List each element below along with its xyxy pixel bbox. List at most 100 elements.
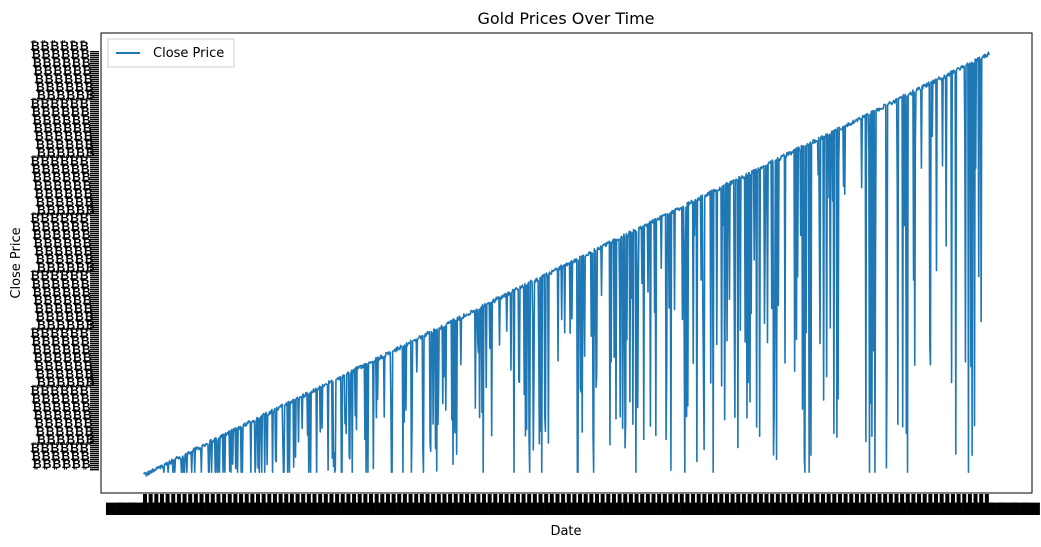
y-tick-mark [90,91,99,93]
y-tick-mark [90,69,99,71]
x-tick-mark [143,494,147,503]
y-tick-mark [90,77,99,79]
y-tick-mark [90,217,99,219]
y-tick-label-clutter: ₿₿₿₿₿₿ [35,367,94,381]
x-tick-mark [832,494,837,503]
y-tick-mark [90,293,99,295]
y-tick-label-clutter: ₿₿₿₿₿₿ [33,236,92,250]
x-tick-mark [798,494,803,503]
y-tick-mark [90,211,99,213]
x-tick-mark [278,494,283,503]
y-tick-mark [90,397,99,399]
x-tick-label-clutter: ▇▇ [162,501,182,515]
y-tick-mark [90,231,99,233]
x-tick-label-clutter: ▇▇ [320,501,340,515]
y-tick-mark [90,65,99,67]
x-tick-mark [448,494,453,503]
x-tick-mark [301,494,306,503]
y-tick-mark [90,189,99,191]
x-tick-mark [939,494,944,503]
y-tick-mark [90,461,99,463]
x-tick-label-clutter: ▇▇ [760,501,780,515]
x-tick-mark [544,494,549,503]
x-tick-label-clutter: ▇▇ [297,501,317,515]
y-tick-mark [90,223,99,225]
x-tick-label-clutter: ▇▇ [546,501,566,515]
y-tick-mark [90,227,99,229]
y-tick-mark [90,313,99,315]
y-tick-mark [90,93,99,95]
y-tick-mark [90,315,99,317]
y-tick-mark [90,365,99,367]
y-tick-mark [90,319,99,321]
x-tick-label-clutter: ▇▇ [489,501,509,515]
y-tick-label-clutter: ₿₿₿₿₿₿ [36,146,95,160]
x-tick-label-clutter: ▇▇ [433,501,453,515]
x-tick-mark [284,494,289,503]
x-tick-mark [775,494,780,503]
y-tick-mark [90,249,99,251]
y-tick-mark [90,441,99,443]
x-tick-mark [611,494,616,503]
x-tick-mark [595,494,599,503]
y-tick-label-clutter: ₿₿₿₿₿₿ [36,260,95,274]
y-tick-mark [90,115,99,117]
y-tick-label-clutter: ₿₿₿₿₿₿ [30,326,89,340]
y-tick-mark [90,305,99,307]
y-tick-mark [90,419,99,421]
y-tick-mark [90,141,99,143]
y-tick-mark [90,329,99,331]
x-tick-mark [233,494,238,503]
y-tick-mark [90,215,99,217]
x-tick-label-clutter: ▇▇ [907,501,927,515]
legend: Close Price [107,38,235,68]
x-tick-mark [176,494,181,503]
x-tick-label-clutter: ▇▇ [873,501,893,515]
x-tick-mark [159,494,164,503]
x-tick-label-clutter: ▇▇ [331,501,351,515]
y-tick-mark [90,373,99,375]
y-tick-mark [90,107,99,109]
x-tick-label-clutter: ▇▇ [670,501,690,515]
x-tick-mark [329,494,334,503]
y-tick-mark [90,239,99,241]
y-tick-mark [90,345,99,347]
x-tick-mark [555,494,560,503]
y-tick-mark [90,271,99,273]
x-tick-label-clutter: ▇▇ [704,501,724,515]
y-tick-mark [90,371,99,373]
y-tick-mark [90,433,99,435]
x-tick-mark [979,494,984,503]
y-tick-mark [90,439,99,441]
y-tick-mark [90,273,99,275]
x-tick-mark [431,494,436,503]
y-axis-tick-clutter: ₿₿₿₿₿₿₿₿₿₿₿₿₿₿₿₿₿₿₿₿₿₿₿₿₿₿₿₿₿₿₿₿₿₿₿₿₿₿₿₿… [30,39,99,471]
y-tick-mark [90,233,99,235]
x-tick-mark [549,494,554,503]
y-tick-mark [90,197,99,199]
y-tick-mark [90,67,99,69]
y-tick-label-clutter: ₿₿₿₿₿₿ [31,105,90,119]
x-tick-mark [984,494,989,503]
x-tick-label-clutter: ▇▇ [614,501,634,515]
y-tick-mark [90,455,99,457]
x-tick-mark [346,494,351,503]
x-tick-label-clutter: ▇▇ [308,501,328,515]
y-tick-mark [90,355,99,357]
x-tick-mark [193,494,198,503]
y-tick-label-clutter: ₿₿₿₿₿₿ [36,318,95,332]
y-tick-label-clutter: ₿₿₿₿₿₿ [35,310,94,324]
y-tick-mark [90,229,99,231]
x-tick-mark [877,494,882,503]
y-tick-mark [90,467,99,469]
x-tick-label-clutter: ▇▇ [455,501,475,515]
y-tick-mark [90,257,99,259]
x-tick-mark [696,494,701,503]
y-tick-label-clutter: ₿₿₿₿₿₿ [32,170,91,184]
y-tick-mark [90,83,99,85]
x-tick-mark [934,494,938,503]
y-tick-label-clutter: ₿₿₿₿₿₿ [35,252,94,266]
x-tick-mark [826,494,831,503]
x-tick-label-clutter: ▇▇ [534,501,554,515]
